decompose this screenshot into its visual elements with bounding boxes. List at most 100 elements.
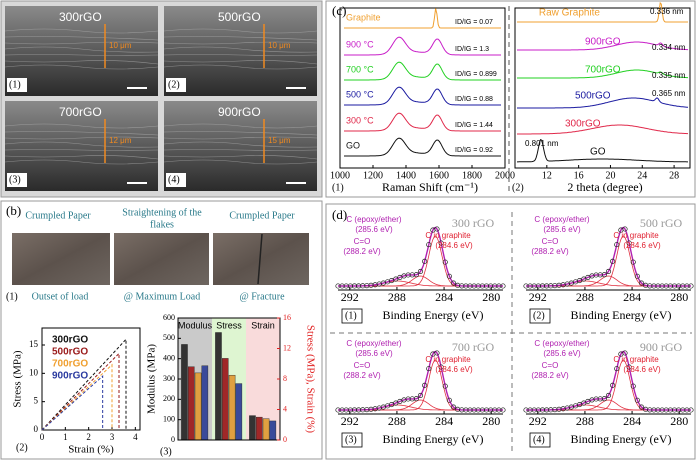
subplot-title: 700 rGO bbox=[452, 340, 495, 354]
data-point bbox=[630, 383, 636, 389]
bar bbox=[249, 415, 256, 441]
x-axis-label: 2 theta (degree) bbox=[567, 180, 642, 194]
y-tick-label: 500 bbox=[163, 333, 175, 342]
data-point bbox=[622, 350, 628, 356]
caption: flakes bbox=[150, 219, 174, 230]
panel-d bbox=[325, 203, 696, 460]
stress-curve bbox=[41, 338, 127, 431]
x-tick-label: 288 bbox=[388, 290, 406, 304]
envelope bbox=[526, 350, 691, 411]
y2-tick-label: 8 bbox=[283, 374, 287, 383]
plot-frame bbox=[41, 327, 141, 431]
peak-annotation: (284.6 eV) bbox=[435, 241, 473, 250]
texture bbox=[4, 60, 159, 65]
x-tick-label: 28 bbox=[669, 170, 679, 181]
x-tick-label: 280 bbox=[482, 414, 500, 428]
panel-label: (d) bbox=[332, 207, 347, 222]
x-tick-label: 284 bbox=[623, 414, 641, 428]
sample-name: 300rGO bbox=[59, 10, 102, 24]
plot-frame bbox=[339, 7, 506, 169]
d-spacing: 0.336 nm bbox=[650, 7, 684, 16]
x-tick-label: 2 bbox=[86, 432, 91, 442]
pattern bbox=[517, 1, 688, 23]
ratio-label: ID/IG = 0.07 bbox=[455, 19, 493, 26]
peak-annotation: (284.6 eV) bbox=[435, 365, 473, 374]
tag: (2) bbox=[16, 442, 28, 453]
spectrum bbox=[344, 137, 501, 157]
texture bbox=[4, 141, 159, 148]
texture bbox=[4, 131, 159, 136]
sem-image bbox=[5, 6, 158, 96]
x-tick-label: 1400 bbox=[396, 170, 416, 181]
scale-label: 10 μm bbox=[109, 41, 132, 50]
bar bbox=[187, 366, 195, 441]
data-point bbox=[426, 366, 432, 372]
peak-annotation: C (epoxy/ether) bbox=[346, 215, 401, 224]
caption: @ Maximum Load bbox=[124, 291, 200, 302]
tag: (2) bbox=[512, 182, 524, 193]
y2-tick-label: 12 bbox=[283, 343, 291, 352]
texture bbox=[163, 54, 318, 56]
scale-label: 15 μm bbox=[268, 136, 291, 145]
stress-curve bbox=[41, 375, 104, 431]
data-point bbox=[638, 280, 645, 286]
texture bbox=[163, 131, 318, 136]
series-label: 500rGO bbox=[575, 91, 611, 102]
peak-annotation: C=O bbox=[354, 361, 371, 370]
tag-box bbox=[7, 173, 27, 187]
texture bbox=[163, 60, 318, 65]
data-point bbox=[634, 397, 640, 403]
plot-frame bbox=[514, 7, 691, 169]
sem-image bbox=[5, 101, 158, 191]
y-tick-label: 100 bbox=[163, 414, 175, 423]
series-label: Graphite bbox=[346, 12, 381, 22]
peak-annotation: C in graphite bbox=[613, 355, 659, 364]
x-tick-label: 20 bbox=[605, 170, 615, 181]
x-axis-label: Binding Energy (eV) bbox=[570, 308, 671, 322]
caption: Outset of load bbox=[32, 291, 89, 302]
data-point bbox=[450, 280, 457, 286]
data-point bbox=[413, 272, 419, 278]
tag-box bbox=[166, 78, 186, 92]
tag: (4) bbox=[168, 174, 180, 185]
x-tick-label: 4 bbox=[133, 432, 138, 442]
tag: (4) bbox=[533, 434, 545, 445]
data-point bbox=[500, 407, 506, 413]
bar bbox=[228, 374, 236, 441]
y-tick-label: 0 bbox=[34, 424, 39, 434]
peak-annotation: (288.2 eV) bbox=[343, 371, 381, 380]
data-point bbox=[417, 268, 424, 274]
texture bbox=[163, 159, 318, 165]
scale-label: 10 μm bbox=[268, 41, 291, 50]
x-tick-label: 24 bbox=[637, 170, 647, 181]
data-point bbox=[422, 382, 428, 388]
subplot-title: 900 rGO bbox=[640, 340, 683, 354]
y2-tick-label: 16 bbox=[283, 313, 291, 322]
texture bbox=[163, 64, 318, 70]
x-axis-label: Binding Energy (eV) bbox=[382, 432, 483, 446]
tag-box bbox=[529, 308, 551, 324]
pattern bbox=[517, 139, 688, 163]
tag: (2) bbox=[168, 79, 180, 90]
legend-entry: 500rGO bbox=[52, 347, 88, 358]
data-point bbox=[442, 259, 448, 265]
stress-curve bbox=[41, 363, 113, 431]
texture bbox=[4, 159, 159, 165]
texture bbox=[163, 123, 318, 129]
tag-box bbox=[166, 173, 186, 187]
data-point bbox=[622, 226, 628, 232]
y-axis-label: Stress (MPa) bbox=[12, 350, 24, 407]
d-spacing: 0.801 nm bbox=[525, 139, 559, 148]
peak-annotation: C=O bbox=[542, 361, 559, 370]
texture bbox=[4, 28, 159, 34]
data-point bbox=[434, 226, 440, 232]
group-label: Modulus bbox=[178, 320, 213, 330]
data-point bbox=[626, 240, 632, 246]
envelope bbox=[338, 350, 503, 411]
data-point bbox=[601, 396, 607, 402]
series-label: 300rGO bbox=[565, 119, 601, 130]
texture bbox=[163, 149, 318, 151]
tag-box bbox=[529, 432, 551, 448]
fracture bbox=[257, 233, 263, 285]
series-label: 700rGO bbox=[585, 65, 621, 76]
